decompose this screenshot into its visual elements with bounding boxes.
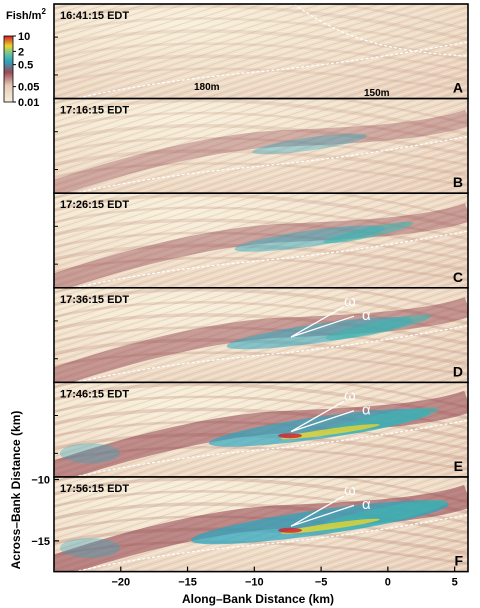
contour-line: [72, 41, 468, 99]
x-tick-label: −10: [245, 577, 264, 589]
fish-shoal: [234, 221, 414, 252]
panel-b: 17:16:15 EDT B: [53, 97, 469, 194]
contour-line: [72, 419, 468, 477]
panel-letter: F: [454, 553, 463, 569]
alpha-label: α: [362, 307, 371, 324]
omega-label: ω: [344, 293, 356, 310]
panel-timestamp: 17:26:15 EDT: [60, 199, 129, 211]
fish-shoal: [252, 133, 368, 155]
colorbar-tick-label: 0.05: [18, 82, 39, 94]
x-tick-label: −20: [111, 577, 130, 589]
colorbar-tick-labels: 10 2 0.5 0.05 0.01: [13, 31, 39, 109]
alpha-label: α: [362, 401, 371, 418]
colorbar-title: Fish/m2: [6, 7, 46, 22]
panel-letter: B: [453, 174, 463, 190]
x-tick-label: 5: [452, 577, 458, 589]
fish-shoal: [226, 314, 432, 350]
fish-shoal: [60, 499, 449, 558]
panel-letter: A: [453, 80, 463, 96]
omega-label: ω: [344, 482, 356, 499]
panel-timestamp: 17:16:15 EDT: [60, 105, 129, 117]
contour-line: [72, 325, 468, 383]
y-tick-label: −15: [31, 536, 50, 548]
panel-e: 17:46:15 EDT Eωα: [53, 381, 469, 478]
x-tick-label: 0: [385, 577, 391, 589]
panel-letter: D: [453, 363, 463, 379]
y-axis-label: Across–Bank Distance (km): [9, 411, 23, 570]
panel-a: 16:41:15 EDT A 180m 150m: [53, 3, 469, 100]
panel-c: 17:26:15 EDT C: [53, 192, 469, 289]
colorbar-tick-label: 10: [18, 31, 30, 43]
x-tick-label: −5: [315, 577, 328, 589]
contour-line: [72, 514, 468, 572]
omega-label: ω: [344, 387, 356, 404]
panels: 16:41:15 EDT A 180m 150m 17:16:15 EDT B 17:26:…: [53, 3, 469, 573]
panel-timestamp: 17:56:15 EDT: [60, 483, 129, 495]
colorbar-tick-label: 0.01: [18, 97, 39, 109]
colorbar-tick-label: 2: [18, 46, 24, 58]
panel-letter: C: [453, 269, 463, 285]
colorbar: Fish/m2 10 2 0.5 0.05 0.01: [3, 7, 46, 109]
fish-shoal: [60, 407, 439, 464]
panel-f: 17:56:15 EDT Fωα: [53, 476, 469, 573]
x-tick-label: −15: [178, 577, 197, 589]
panel-letter: E: [454, 458, 463, 474]
colorbar-gradient: [3, 35, 14, 103]
panel-timestamp: 16:41:15 EDT: [60, 10, 129, 22]
panel-d: 17:36:15 EDT Dωα: [53, 286, 469, 384]
contour-label: 150m: [364, 88, 390, 99]
contour-label: 180m: [194, 82, 220, 93]
y-tick-label: −10: [31, 474, 50, 486]
panel-timestamp: 17:36:15 EDT: [60, 294, 129, 306]
alpha-label: α: [362, 496, 371, 513]
y-axis-ticks: −10 −15: [31, 36, 59, 548]
panel-timestamp: 17:46:15 EDT: [60, 388, 129, 400]
colorbar-tick-label: 0.5: [18, 60, 33, 72]
x-axis-label: Along–Bank Distance (km): [182, 592, 334, 606]
panel-frame: [53, 476, 469, 573]
contour-line: [72, 135, 468, 194]
x-axis-ticks: −20 −15 −10 −5 0 5: [111, 566, 458, 589]
contour-line: [72, 230, 468, 288]
